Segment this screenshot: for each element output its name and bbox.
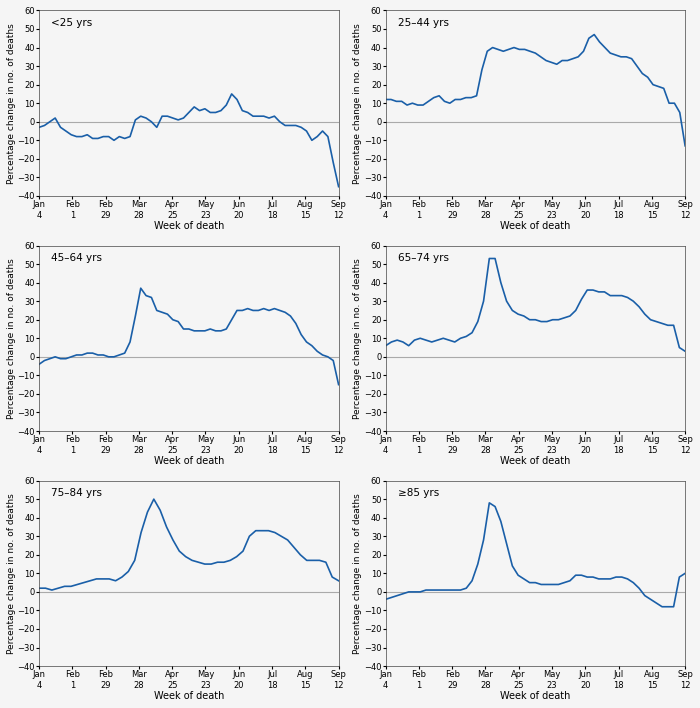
- X-axis label: Week of death: Week of death: [154, 456, 224, 466]
- X-axis label: Week of death: Week of death: [154, 691, 224, 701]
- Text: 45–64 yrs: 45–64 yrs: [51, 253, 102, 263]
- X-axis label: Week of death: Week of death: [154, 221, 224, 231]
- Y-axis label: Percentage change in no. of deaths: Percentage change in no. of deaths: [354, 258, 363, 418]
- Text: 25–44 yrs: 25–44 yrs: [398, 18, 449, 28]
- Text: 75–84 yrs: 75–84 yrs: [51, 488, 102, 498]
- Y-axis label: Percentage change in no. of deaths: Percentage change in no. of deaths: [7, 493, 16, 653]
- Y-axis label: Percentage change in no. of deaths: Percentage change in no. of deaths: [7, 258, 16, 418]
- Text: ≥85 yrs: ≥85 yrs: [398, 488, 439, 498]
- Y-axis label: Percentage change in no. of deaths: Percentage change in no. of deaths: [354, 493, 363, 653]
- Text: <25 yrs: <25 yrs: [51, 18, 92, 28]
- X-axis label: Week of death: Week of death: [500, 221, 570, 231]
- X-axis label: Week of death: Week of death: [500, 456, 570, 466]
- Text: 65–74 yrs: 65–74 yrs: [398, 253, 449, 263]
- Y-axis label: Percentage change in no. of deaths: Percentage change in no. of deaths: [7, 23, 16, 183]
- X-axis label: Week of death: Week of death: [500, 691, 570, 701]
- Y-axis label: Percentage change in no. of deaths: Percentage change in no. of deaths: [354, 23, 363, 183]
